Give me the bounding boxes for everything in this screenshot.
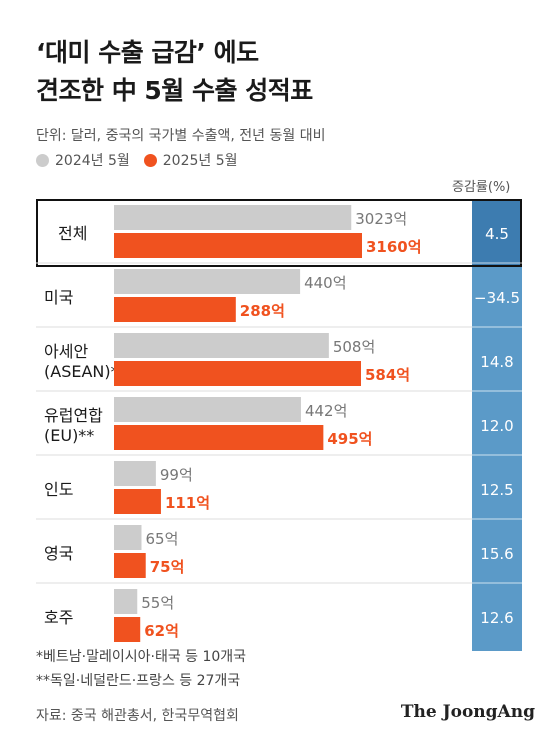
legend-swatch-2024 [36, 153, 49, 167]
change-cell-total-bg [472, 199, 522, 267]
bar-2025 [114, 617, 141, 642]
change-value: 15.6 [480, 545, 513, 563]
footnote-eu: **독일·네덜란드·프랑스 등 27개국 [36, 673, 241, 689]
bar-2024 [114, 525, 142, 550]
value-label-2024: 65억 [145, 530, 178, 548]
brand-logo: The JoongAng [400, 702, 535, 722]
bar-2025 [114, 297, 236, 322]
change-value: 12.6 [480, 609, 513, 627]
change-value: 12.5 [480, 481, 513, 499]
bar-2024 [114, 589, 138, 614]
legend-swatch-2025 [143, 153, 157, 167]
legend: 2024년 5월 2025년 5월 [36, 150, 252, 170]
value-label-2025: 111억 [165, 494, 210, 512]
change-column-bg [472, 199, 522, 651]
value-label-2025: 288억 [240, 302, 285, 320]
category-label: 호주 [44, 608, 73, 627]
unit-note: 단위: 달러, 중국의 국가별 수출액, 전년 동월 대비 [36, 128, 326, 144]
category-label: (ASEAN)* [44, 362, 119, 381]
chart-title: ‘대미 수출 급감’ 에도 견조한 中 5월 수출 성적표 [36, 34, 536, 110]
value-label-2024: 508억 [333, 338, 375, 356]
category-label: 인도 [44, 480, 73, 499]
category-label: (EU)** [44, 426, 94, 445]
change-column-header: 증감률(%) [452, 180, 511, 195]
value-label-2025: 584억 [365, 366, 410, 384]
legend-label-2024: 2024년 5월 [55, 153, 130, 169]
change-value: 4.5 [485, 225, 509, 243]
value-label-2024: 55억 [141, 594, 174, 612]
category-label: 아세안 [44, 342, 88, 361]
legend-item-2025: 2025년 5월 [143, 150, 238, 170]
bar-2024 [114, 461, 156, 486]
category-label: 전체 [58, 224, 87, 243]
legend-item-2024: 2024년 5월 [36, 150, 130, 170]
bar-2025 [114, 425, 324, 450]
change-value: −34.5 [474, 289, 520, 307]
value-label-2025: 495억 [327, 430, 372, 448]
category-label: 영국 [44, 544, 73, 563]
value-label-2025: 75억 [150, 558, 185, 576]
source-note: 자료: 중국 해관총서, 한국무역협회 [36, 708, 239, 724]
change-value: 12.0 [480, 417, 513, 435]
bar-2024 [114, 269, 301, 294]
legend-label-2025: 2025년 5월 [162, 153, 238, 169]
value-label-2024: 442억 [305, 402, 347, 420]
bar-2024 [114, 397, 301, 422]
category-label: 유럽연합 [44, 406, 103, 425]
title-line-2: 견조한 中 5월 수출 성적표 [36, 76, 313, 105]
title-line-1: ‘대미 수출 급감’ 에도 [36, 38, 259, 67]
value-label-2025: 62억 [144, 622, 179, 640]
bar-2025 [114, 553, 146, 578]
footnote-asean: *베트남·말레이시아·태국 등 10개국 [36, 649, 247, 665]
value-label-2025: 3160억 [366, 238, 422, 256]
bar-2024 [114, 205, 352, 230]
bar-2024 [114, 333, 329, 358]
category-label: 미국 [44, 288, 73, 307]
bar-2025 [114, 233, 362, 258]
value-label-2024: 440억 [304, 274, 346, 292]
bar-2025 [114, 489, 161, 514]
bar-2025 [114, 361, 361, 386]
value-label-2024: 3023억 [355, 210, 407, 228]
change-value: 14.8 [480, 353, 513, 371]
total-row-highlight [36, 199, 522, 267]
value-label-2024: 99억 [160, 466, 193, 484]
